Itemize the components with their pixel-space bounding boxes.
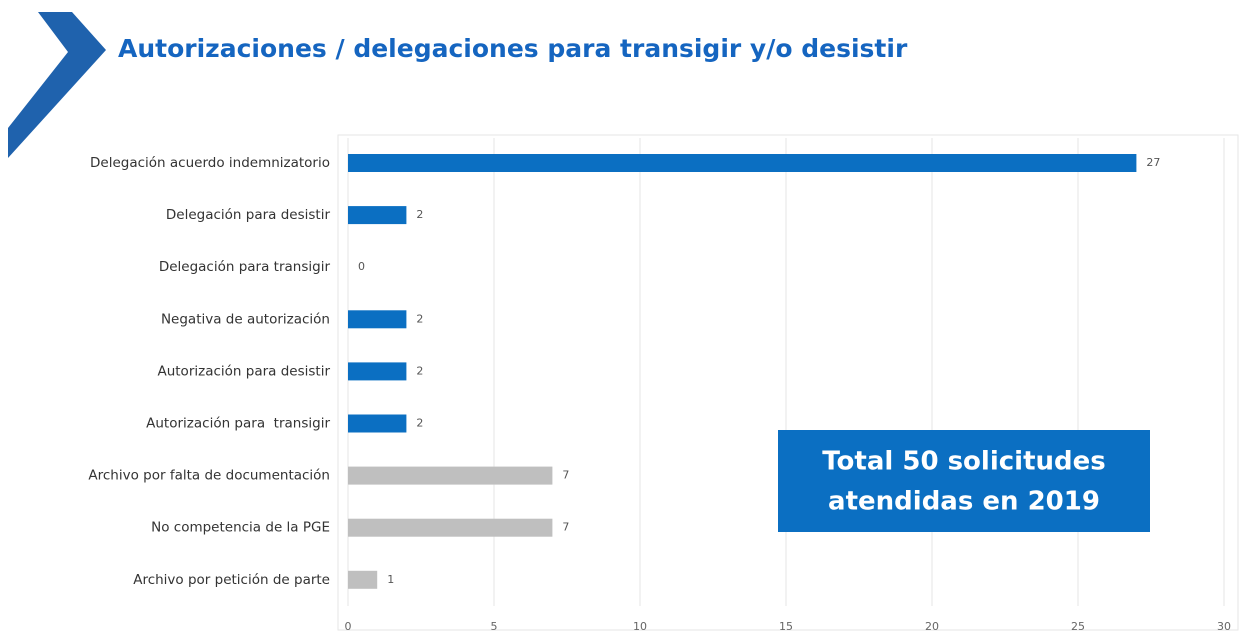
chevron xyxy=(8,12,106,158)
bar xyxy=(348,154,1137,172)
x-tick-label: 5 xyxy=(491,620,498,633)
value-label: 2 xyxy=(416,417,423,430)
bar xyxy=(348,570,378,589)
y-tick-label: Archivo por petición de parte xyxy=(133,572,330,588)
x-tick-label: 30 xyxy=(1217,620,1231,633)
value-label: 2 xyxy=(416,364,423,377)
bar xyxy=(348,414,407,433)
chart-title: Autorizaciones / delegaciones para trans… xyxy=(118,34,908,63)
x-tick-label: 25 xyxy=(1071,620,1085,633)
x-tick-label: 20 xyxy=(925,620,939,633)
bar xyxy=(348,206,407,225)
bar xyxy=(348,310,407,329)
annotation-box xyxy=(778,430,1150,532)
y-tick-label: Delegación para desistir xyxy=(166,207,331,223)
value-label: 0 xyxy=(358,260,365,273)
bar xyxy=(348,518,553,537)
value-label: 27 xyxy=(1146,156,1160,169)
y-tick-label: Delegación para transigir xyxy=(159,259,331,275)
y-tick-label: Archivo por falta de documentación xyxy=(88,468,330,484)
bar xyxy=(348,362,407,381)
y-tick-label: Autorización para desistir xyxy=(157,363,330,379)
plot-border xyxy=(337,134,1239,631)
y-tick-label: Negativa de autorización xyxy=(161,311,330,327)
value-label: 7 xyxy=(562,469,569,482)
x-tick-label: 0 xyxy=(345,620,352,633)
annotation-text: atendidas en 2019 xyxy=(828,487,1100,517)
y-tick-label: No competencia de la PGE xyxy=(151,520,330,536)
y-tick-label: Delegación acuerdo indemnizatorio xyxy=(90,155,330,171)
bar xyxy=(348,466,553,485)
value-label: 7 xyxy=(562,521,569,534)
value-label: 2 xyxy=(416,208,423,221)
x-tick-label: 15 xyxy=(779,620,793,633)
value-label: 1 xyxy=(387,573,394,586)
annotation-text: Total 50 solicitudes xyxy=(822,447,1105,477)
y-tick-label: Autorización para transigir xyxy=(146,416,330,432)
x-tick-label: 10 xyxy=(633,620,647,633)
value-label: 2 xyxy=(416,312,423,325)
